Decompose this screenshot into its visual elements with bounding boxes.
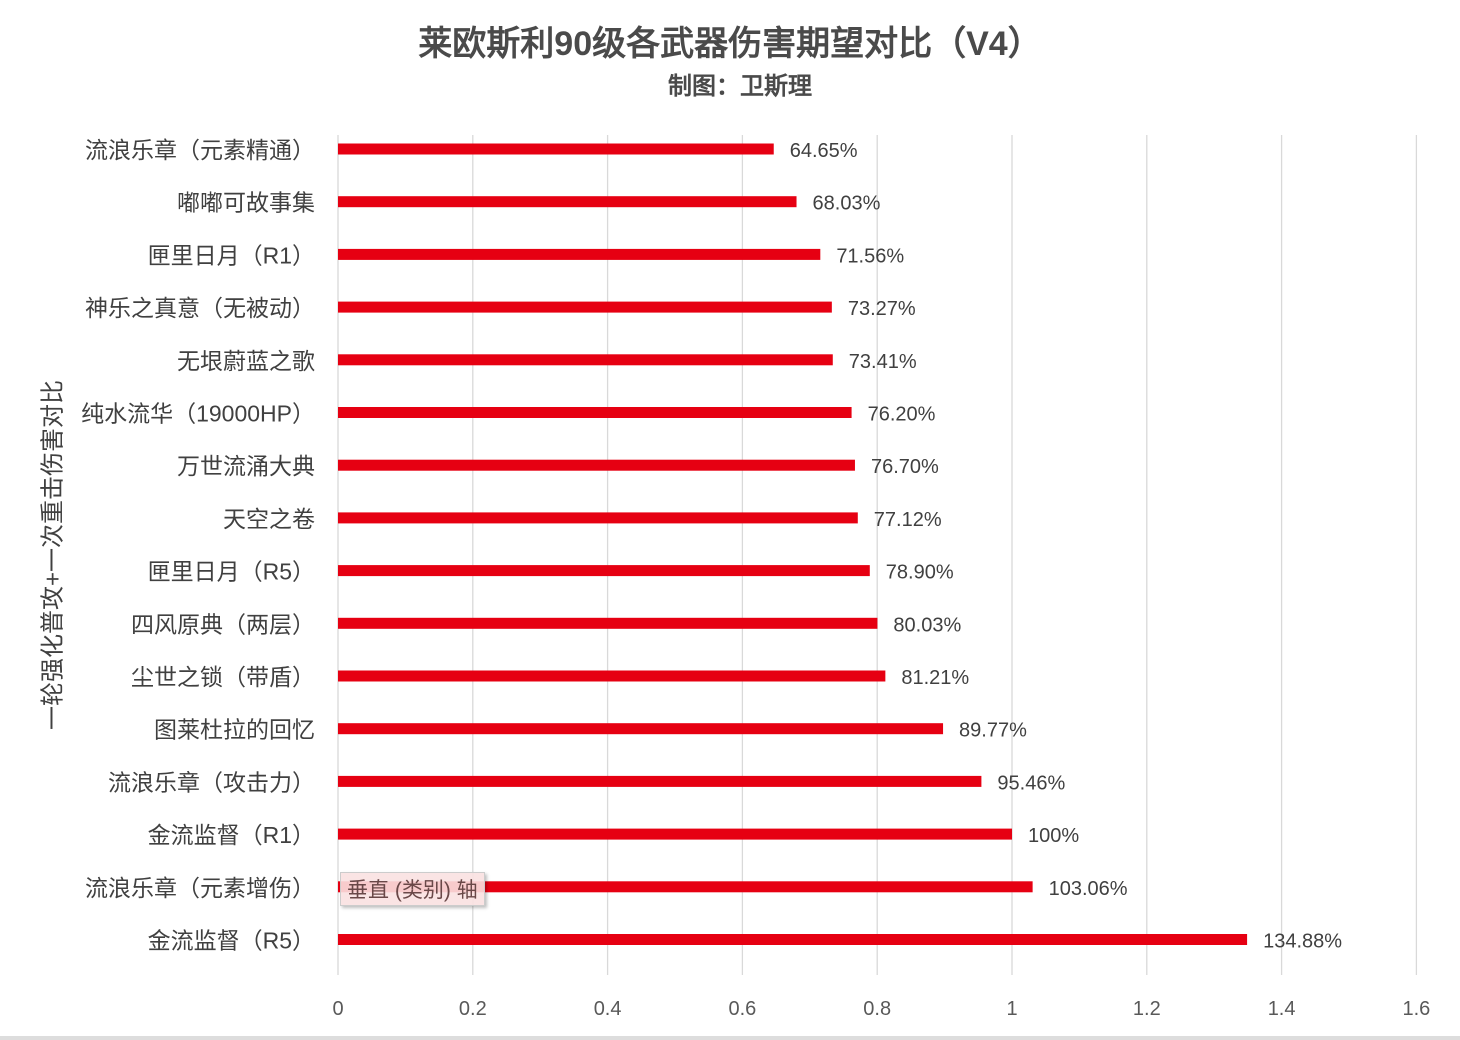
bar bbox=[338, 881, 1033, 893]
category-label: 神乐之真意（无被动） bbox=[85, 295, 315, 321]
data-label: 73.27% bbox=[848, 298, 916, 320]
axis-tooltip: 垂直 (类别) 轴 bbox=[340, 872, 485, 906]
category-label: 无垠蔚蓝之歌 bbox=[177, 348, 315, 374]
data-label: 77.12% bbox=[874, 509, 942, 531]
bar bbox=[338, 301, 832, 313]
category-label: 流浪乐章（元素精通） bbox=[85, 137, 315, 163]
category-label: 匣里日月（R5） bbox=[148, 559, 315, 585]
category-label: 嘟嘟可故事集 bbox=[177, 190, 315, 216]
bar bbox=[338, 354, 833, 366]
x-tick-label: 0 bbox=[332, 998, 343, 1020]
category-label: 尘世之锁（带盾） bbox=[131, 664, 315, 690]
x-tick-label: 0.2 bbox=[459, 998, 487, 1020]
data-label: 134.88% bbox=[1263, 931, 1342, 953]
bar bbox=[338, 248, 821, 260]
data-label: 64.65% bbox=[790, 140, 858, 162]
x-tick-label: 0.4 bbox=[594, 998, 622, 1020]
x-tick-label: 0.8 bbox=[863, 998, 891, 1020]
category-label: 流浪乐章（元素增伤） bbox=[85, 875, 315, 901]
data-label: 89.77% bbox=[959, 720, 1027, 742]
x-tick-label: 1.2 bbox=[1133, 998, 1161, 1020]
x-tick-label: 0.6 bbox=[728, 998, 756, 1020]
category-label: 万世流涌大典 bbox=[177, 453, 315, 479]
category-label: 金流监督（R5） bbox=[148, 928, 315, 954]
data-label: 68.03% bbox=[813, 193, 881, 215]
data-label: 78.90% bbox=[886, 562, 954, 584]
bar bbox=[338, 196, 797, 208]
x-tick-label: 1.6 bbox=[1402, 998, 1430, 1020]
category-label: 纯水流华（19000HP） bbox=[81, 401, 315, 427]
bottom-border bbox=[0, 1036, 1460, 1040]
data-label: 81.21% bbox=[901, 667, 969, 689]
bar bbox=[338, 143, 774, 155]
bar bbox=[338, 670, 886, 682]
data-label: 71.56% bbox=[836, 245, 904, 267]
bar bbox=[338, 775, 982, 787]
bar bbox=[338, 512, 858, 524]
category-label: 流浪乐章（攻击力） bbox=[108, 769, 315, 795]
bar bbox=[338, 565, 870, 577]
category-label: 图莱杜拉的回忆 bbox=[154, 717, 315, 743]
data-label: 103.06% bbox=[1049, 878, 1128, 900]
data-label: 73.41% bbox=[849, 351, 917, 373]
category-label: 天空之卷 bbox=[223, 506, 315, 532]
x-tick-label: 1.4 bbox=[1268, 998, 1296, 1020]
category-label: 匣里日月（R1） bbox=[148, 242, 315, 268]
data-label: 80.03% bbox=[893, 614, 961, 636]
data-label: 76.70% bbox=[871, 456, 939, 478]
data-label: 95.46% bbox=[997, 772, 1065, 794]
bar bbox=[338, 617, 878, 629]
category-label: 四风原典（两层） bbox=[131, 611, 315, 637]
bar bbox=[338, 407, 852, 418]
data-label: 76.20% bbox=[868, 404, 936, 426]
data-label: 100% bbox=[1028, 825, 1079, 847]
bar bbox=[338, 934, 1248, 945]
bar bbox=[338, 828, 1012, 840]
category-label: 金流监督（R1） bbox=[148, 822, 315, 848]
x-tick-label: 1 bbox=[1006, 998, 1017, 1020]
bar bbox=[338, 723, 944, 735]
chart-title: 莱欧斯利90级各武器伤害期望对比（V4） bbox=[418, 25, 1042, 63]
bar bbox=[338, 459, 855, 471]
chart-subtitle: 制图：卫斯理 bbox=[668, 73, 812, 100]
